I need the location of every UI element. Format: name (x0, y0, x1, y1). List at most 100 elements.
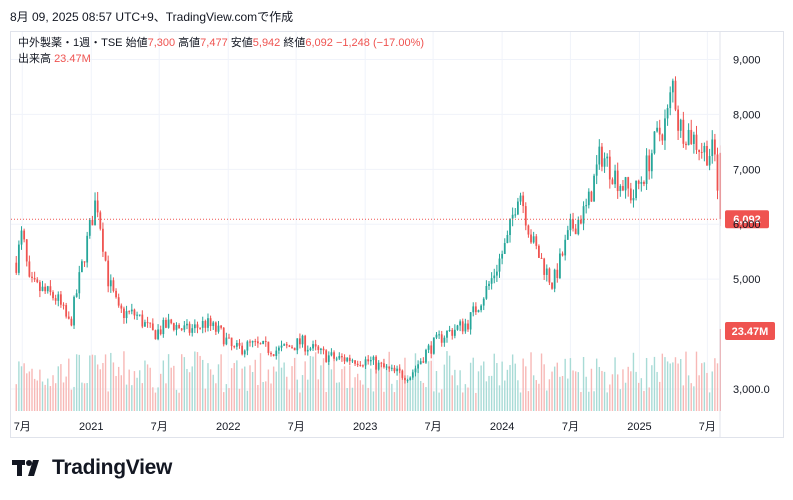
volume-bar (438, 392, 440, 411)
volume-bar (141, 383, 144, 411)
volume-bar (317, 379, 319, 411)
candle-body (230, 337, 233, 347)
volume-bar (490, 375, 493, 411)
candle-body (527, 225, 530, 235)
candle-body (283, 344, 286, 346)
candle-body (117, 297, 120, 306)
candle-body (136, 314, 138, 316)
candle-body (385, 366, 388, 368)
volume-bar (123, 351, 125, 411)
candle-body (264, 341, 267, 343)
candle-body (574, 228, 577, 235)
candle-body (703, 145, 706, 153)
volume-bar (635, 371, 637, 411)
candle-body (393, 367, 396, 372)
candle-body (608, 156, 611, 180)
candle-body (36, 279, 39, 283)
candle-body (490, 278, 493, 284)
candle-body (146, 322, 149, 324)
candle-body (293, 347, 296, 351)
volume-bar (62, 382, 65, 411)
volume-bar (399, 366, 401, 411)
volume-bar (57, 366, 59, 411)
candle-body (480, 305, 483, 311)
candle-body (561, 253, 564, 256)
candle-body (120, 305, 123, 309)
volume-bar (120, 375, 123, 411)
candle-body (422, 361, 425, 363)
volume-bar (217, 364, 220, 411)
volume-bar (296, 379, 298, 411)
candle-body (482, 298, 485, 306)
volume-bar (451, 375, 453, 411)
x-tick-label: 2024 (490, 421, 514, 433)
volume-bar (527, 391, 530, 411)
volume-bar (380, 364, 383, 411)
candle-body (590, 191, 593, 202)
volume-bar (577, 372, 580, 411)
volume-bar (427, 361, 430, 411)
candle-body (430, 345, 433, 354)
candle-body (115, 290, 117, 298)
volume-bar (496, 363, 498, 411)
candle-body (435, 334, 438, 338)
volume-bar (144, 360, 146, 411)
volume-bar (99, 369, 101, 411)
volume-bar (181, 354, 183, 411)
candle-body (322, 348, 325, 351)
tradingview-logo[interactable]: TradingView (12, 456, 172, 480)
volume-bar (480, 365, 482, 411)
volume-bar (538, 383, 540, 411)
legend-open-value: 7,300 (147, 37, 176, 49)
candle-body (658, 127, 661, 135)
volume-bar (162, 360, 165, 411)
volume-bar (375, 355, 377, 411)
candle-body (556, 269, 559, 279)
volume-bar (312, 356, 314, 411)
candle-body (372, 356, 375, 361)
candle-body (540, 257, 543, 259)
candle-body (666, 108, 669, 119)
volume-bar (167, 354, 170, 411)
candle-body (443, 337, 446, 343)
volume-bar (690, 383, 692, 411)
candle-body (44, 286, 47, 292)
candle-body (627, 177, 630, 189)
candle-body (446, 330, 448, 338)
candle-body (193, 324, 196, 329)
candle-body (653, 131, 656, 154)
volume-bar (420, 380, 422, 411)
candle-body (241, 345, 244, 355)
candle-body (267, 341, 270, 353)
candle-body (522, 195, 525, 207)
candle-body (86, 235, 89, 263)
candle-body (243, 350, 246, 355)
candle-body (25, 239, 28, 262)
volume-bar (674, 357, 677, 411)
candle-body (580, 219, 582, 224)
volume-bar (708, 392, 711, 411)
candle-body (88, 219, 91, 236)
volume-bar (430, 360, 432, 411)
candle-body (107, 260, 110, 287)
candle-body (123, 308, 125, 319)
volume-bar (595, 358, 598, 411)
candle-body (133, 309, 136, 316)
candle-body (640, 181, 643, 184)
volume-bar (556, 362, 558, 411)
candle-body (151, 323, 154, 331)
volume-bar (435, 371, 438, 411)
candle-body (83, 261, 86, 263)
candle-body (656, 127, 658, 132)
volume-bar (204, 388, 207, 411)
candle-body (411, 372, 414, 378)
volume-bar (333, 361, 335, 411)
candle-body (425, 349, 427, 363)
x-tick-label: 7月 (699, 421, 716, 433)
tradingview-logo-icon (12, 460, 39, 476)
volume-bar (291, 366, 293, 411)
legend-high-label: 高値 (178, 37, 201, 49)
volume-bar (343, 366, 346, 411)
candle-body (154, 330, 157, 340)
